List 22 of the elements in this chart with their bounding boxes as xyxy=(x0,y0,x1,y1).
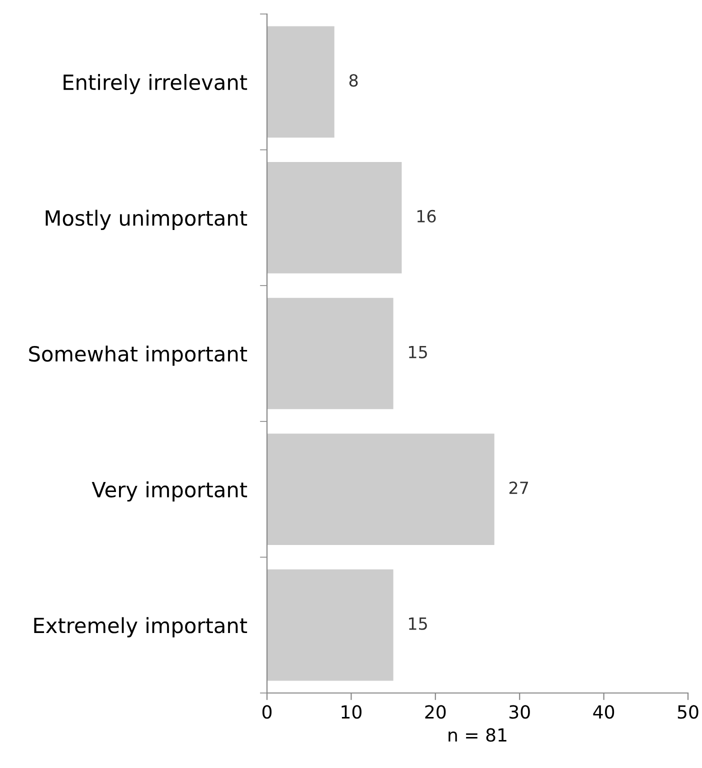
data-label: 15 xyxy=(409,618,427,630)
bar xyxy=(267,26,334,138)
x-tick-label: 20 xyxy=(425,705,446,719)
data-label: 8 xyxy=(349,74,358,87)
bar xyxy=(267,298,394,410)
y-tick-label: Mostly unimportant xyxy=(46,210,248,230)
y-tick-label: Entirely irrelevant xyxy=(64,74,248,94)
data-label: 16 xyxy=(417,210,436,223)
y-tick-label: Somewhat important xyxy=(29,346,248,366)
x-tick-label: 40 xyxy=(593,705,614,719)
data-label: 27 xyxy=(509,482,528,494)
y-tick-label: Extremely important xyxy=(34,617,248,638)
y-tick-label: Very important xyxy=(92,481,248,502)
data-label: 15 xyxy=(409,346,427,358)
x-tick-label: 10 xyxy=(342,705,362,719)
x-axis-title: n = 81 xyxy=(448,728,506,742)
x-tick-label: 30 xyxy=(509,705,530,719)
x-tick-label: 50 xyxy=(678,705,698,719)
bar xyxy=(267,434,494,545)
bar xyxy=(267,162,402,274)
bar xyxy=(267,569,394,681)
x-tick-label: 0 xyxy=(262,705,272,719)
